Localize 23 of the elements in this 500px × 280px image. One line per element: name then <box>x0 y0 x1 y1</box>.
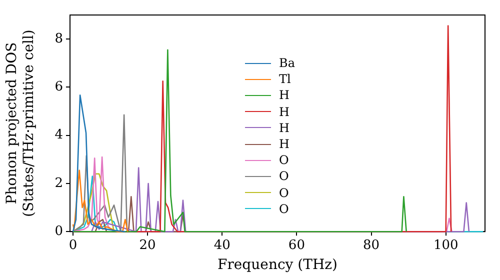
legend-label: O <box>279 200 289 218</box>
legend-label: O <box>279 168 289 185</box>
legend-label: H <box>279 136 290 152</box>
y-tick-label: 0 <box>54 224 63 239</box>
x-tick-label: 80 <box>363 238 380 253</box>
y-tick-label: 4 <box>54 128 63 143</box>
legend-label: H <box>279 104 290 120</box>
y-axis-title: Phonon projected DOS (States/THz·primitive cell) <box>4 30 37 217</box>
y-tick-label: 8 <box>54 31 63 46</box>
legend-label: H <box>279 120 290 136</box>
legend-label: Tl <box>279 71 291 88</box>
legend-label: O <box>279 152 289 168</box>
legend-label: O <box>279 184 289 201</box>
x-axis-title: Frequency (THz) <box>217 257 338 274</box>
y-tick-label: 2 <box>54 176 63 191</box>
x-tick-label: 60 <box>288 238 305 253</box>
legend-label: H <box>279 87 290 104</box>
x-tick-label: 40 <box>214 238 230 253</box>
y-tick-label: 6 <box>54 80 63 95</box>
x-tick-label: 0 <box>68 238 78 253</box>
legend-label: Ba <box>279 55 295 72</box>
x-tick-label: 100 <box>433 238 458 253</box>
x-tick-label: 20 <box>139 238 156 253</box>
